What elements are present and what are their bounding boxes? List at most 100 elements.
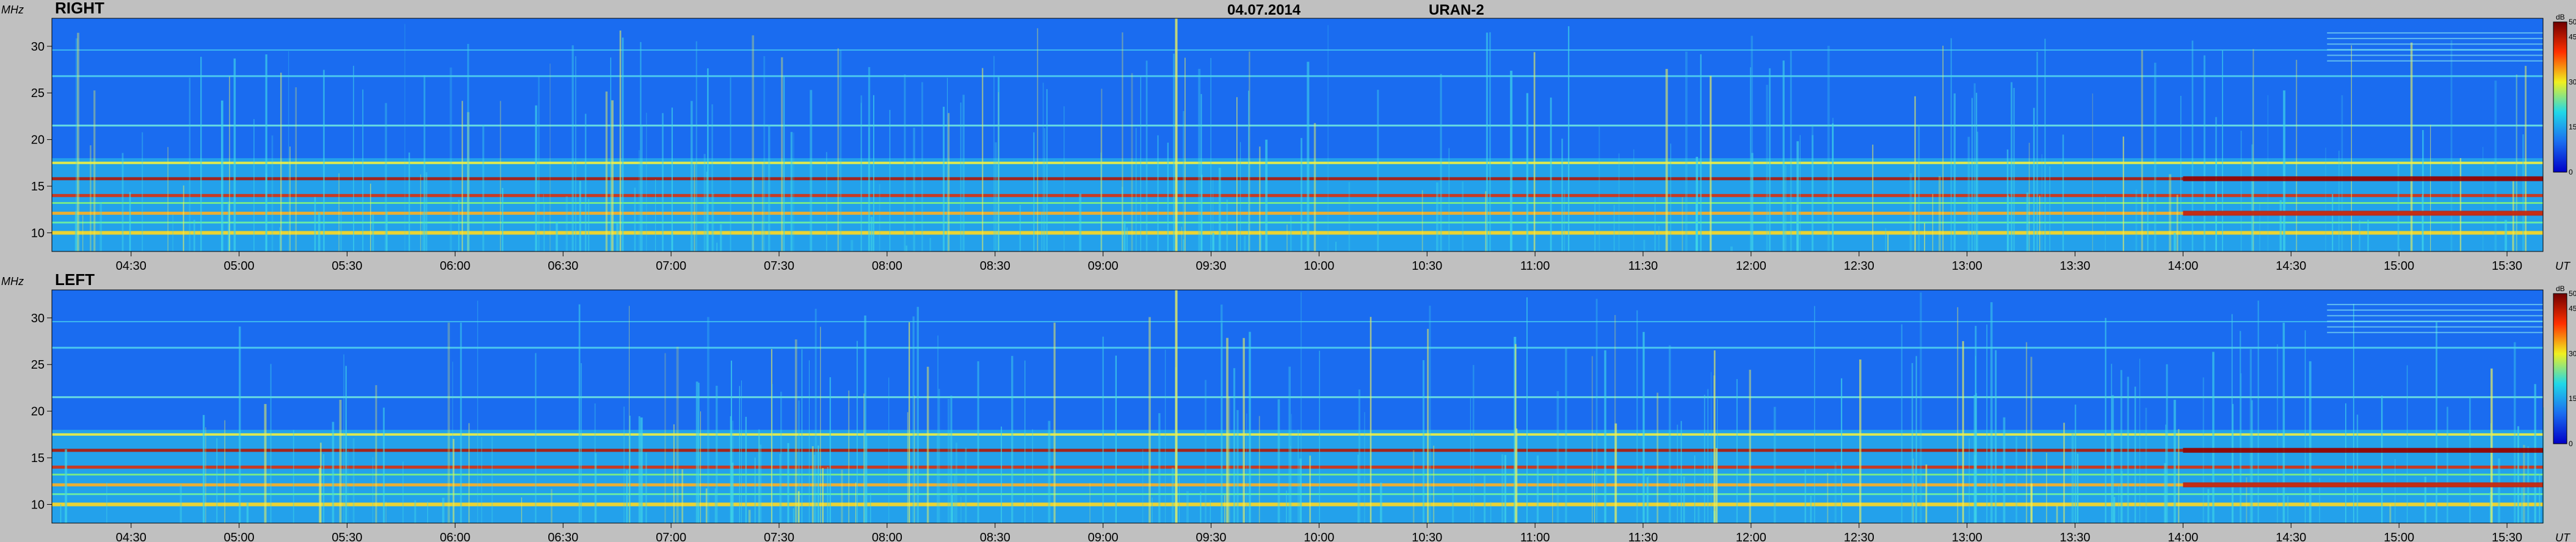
y-tick-label: 15 (31, 452, 45, 465)
x-tick-label: 07:30 (764, 531, 794, 542)
burst-line (947, 78, 948, 252)
burst-line (2514, 342, 2516, 523)
burst-line (1976, 131, 1978, 251)
hf-stripe (2327, 43, 2543, 45)
burst-line (420, 174, 421, 251)
burst-line (995, 142, 997, 251)
burst-line (1490, 502, 1492, 523)
y-axis-label: MHz (1, 4, 24, 16)
burst-line (1901, 324, 1903, 523)
burst-line (1594, 471, 1595, 523)
burst-line (1358, 389, 1360, 523)
band-line-0 (52, 502, 2543, 507)
burst-line (594, 453, 597, 523)
burst-line (2077, 453, 2079, 523)
colorbar-gradient (2553, 21, 2567, 173)
burst-line (797, 491, 800, 523)
band-line-8 (52, 75, 2543, 78)
burst-line (2176, 195, 2179, 251)
x-tick-label: 15:30 (2492, 531, 2522, 542)
burst-line (385, 103, 387, 251)
burst-line (655, 179, 656, 251)
burst-line (1131, 73, 1133, 252)
burst-line (1957, 307, 1959, 523)
burst-line (239, 326, 241, 523)
burst-line (594, 403, 596, 523)
burst-line (2338, 150, 2340, 251)
burst-line (997, 77, 1000, 252)
burst-line (543, 194, 544, 251)
burst-line (89, 145, 92, 251)
burst-line (695, 41, 697, 251)
burst-line (913, 395, 915, 523)
burst-line (2283, 90, 2286, 252)
burst-line (1942, 45, 1944, 251)
burst-line (449, 67, 452, 252)
burst-line (347, 450, 349, 523)
burst-line (811, 446, 814, 523)
colorbar-tick-label: 15 (2569, 394, 2576, 403)
burst-line (1212, 233, 1214, 251)
burst-line (965, 447, 967, 523)
burst-line (1100, 152, 1102, 251)
burst-line-strong (1175, 18, 1178, 251)
burst-line (771, 349, 772, 523)
x-tick-label: 14:30 (2276, 531, 2306, 542)
burst-line (320, 443, 322, 523)
burst-line (2276, 344, 2279, 523)
burst-line (2231, 314, 2233, 523)
colorbar: dB 0 15 30 45 50 (2553, 284, 2576, 448)
burst-line (1967, 137, 1970, 251)
burst-line (1501, 454, 1504, 523)
burst-line (122, 153, 124, 251)
burst-line (767, 125, 771, 251)
burst-line (372, 214, 374, 251)
x-tick-label: 09:30 (1195, 531, 1226, 542)
burst-line (2251, 144, 2254, 251)
burst-line (2249, 349, 2252, 523)
burst-line (60, 504, 62, 523)
burst-line (502, 187, 504, 251)
burst-line (871, 217, 873, 251)
burst-line (142, 132, 143, 251)
burst-line (228, 76, 230, 252)
instrument-label: URAN-2 (1429, 2, 1484, 18)
y-tick-label: 15 (31, 180, 45, 193)
burst-line (2025, 342, 2028, 523)
burst-line (292, 430, 294, 523)
burst-line (2498, 458, 2500, 523)
burst-line (317, 212, 321, 251)
burst-line (1533, 52, 1536, 252)
burst-line (752, 178, 753, 251)
burst-line (2494, 80, 2497, 251)
burst-line (2309, 361, 2312, 523)
burst-line (808, 360, 810, 523)
burst-line (1810, 496, 1812, 523)
burst-line (414, 500, 416, 523)
burst-line (2147, 193, 2149, 251)
burst-line (423, 75, 426, 251)
burst-line (982, 68, 984, 252)
burst-line (2381, 396, 2383, 523)
burst-line (1198, 68, 1201, 251)
burst-line (93, 90, 96, 251)
hf-stripe (2327, 320, 2543, 322)
burst-line (1183, 239, 1185, 251)
burst-line (2469, 396, 2471, 523)
burst-line (383, 407, 385, 523)
burst-line (822, 468, 824, 523)
burst-line (340, 209, 342, 251)
burst-line (1912, 458, 1914, 523)
burst-line (271, 135, 274, 251)
burst-line (1101, 89, 1103, 251)
burst-line (1299, 458, 1302, 523)
burst-line (216, 438, 218, 523)
x-tick-label: 12:30 (1844, 259, 1874, 273)
burst-line (2127, 377, 2129, 523)
band-line-9 (52, 49, 2543, 51)
burst-line (1636, 310, 1638, 523)
burst-line (1918, 125, 1920, 251)
band-line-6 (52, 161, 2543, 164)
burst-line (1246, 413, 1247, 523)
x-tick-label: 09:00 (1088, 531, 1119, 542)
